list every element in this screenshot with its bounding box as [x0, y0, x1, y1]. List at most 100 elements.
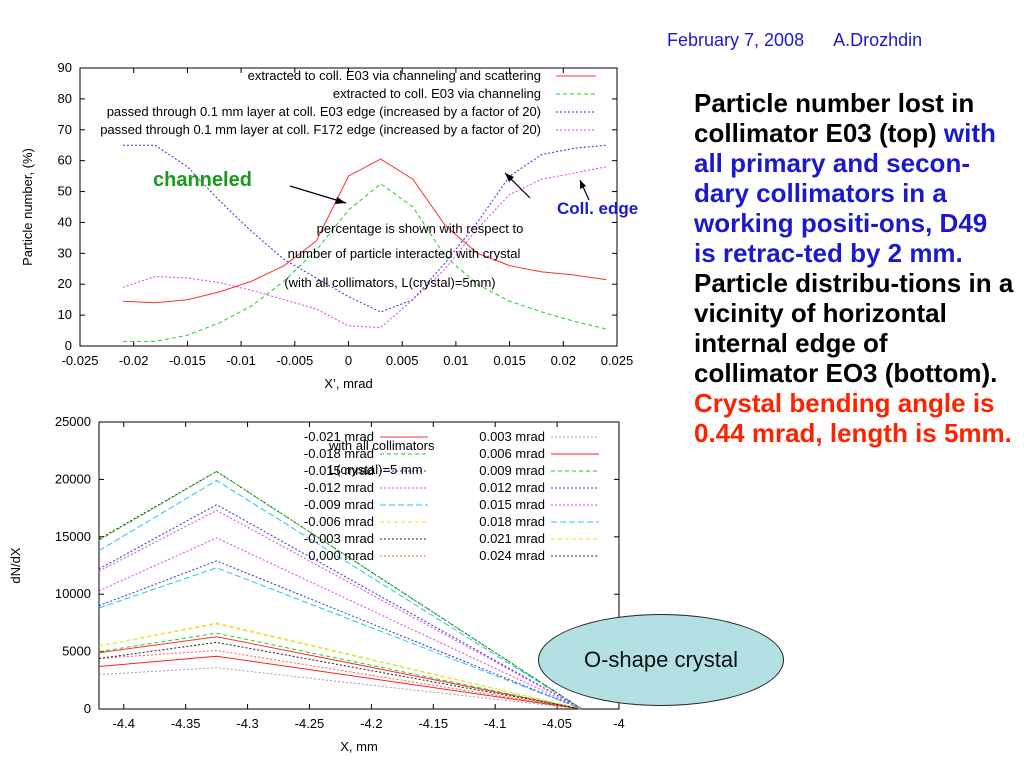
series-line-1	[98, 636, 582, 710]
channeled-arrow-head	[335, 197, 346, 204]
legend-label: -0.009 mrad	[304, 497, 374, 512]
series-line-7	[98, 470, 583, 710]
series-line-5	[98, 479, 583, 710]
legend-label: 0.009 mrad	[479, 463, 545, 478]
legend-label: -0.015 mrad	[304, 463, 374, 478]
y-tick-label: 70	[58, 122, 72, 137]
description-part-3: Particle distribu-tions in a vicinity of…	[694, 268, 1014, 388]
note-with-all-collimators: with all collimators	[328, 438, 435, 453]
x-tick-label: -4.05	[542, 716, 572, 731]
y-tick-label: 90	[58, 60, 72, 75]
y-tick-label: 20000	[55, 471, 91, 486]
x-tick-label: -4.2	[360, 716, 382, 731]
legend-label: -0.003 mrad	[304, 531, 374, 546]
legend-label: 0.018 mrad	[479, 514, 545, 529]
coll-edge-annotation: Coll. edge	[557, 199, 638, 218]
y-tick-label: 15000	[55, 529, 91, 544]
y-tick-label: 20	[58, 276, 72, 291]
legend-label: 0.021 mrad	[479, 531, 545, 546]
bottom-chart: -4.4 -4.35 -4.3 -4.25 -4.2 -4.15 -4.1 -4.05 -4 0 5…	[8, 414, 625, 754]
series-line-10	[98, 655, 582, 710]
header-date: February 7, 2008	[667, 30, 805, 50]
note-line-1: percentage is shown with respect to	[317, 221, 524, 236]
series-line-1	[122, 158, 607, 304]
series-line-12	[98, 504, 583, 710]
y-tick-label: 60	[58, 153, 72, 168]
y-tick-label: 40	[58, 214, 72, 229]
x-tick-label: -4.25	[295, 716, 325, 731]
x-tick-label: 0.025	[601, 353, 634, 368]
slide-header: February 7, 2008 A.Drozhdin	[667, 30, 922, 51]
legend-label: extracted to coll. E03 via channeling	[333, 86, 541, 101]
x-tick-label: 0.015	[493, 353, 526, 368]
y-tick-label: 30	[58, 245, 72, 260]
legend-label: 0.015 mrad	[479, 497, 545, 512]
x-tick-label: -4.35	[171, 716, 201, 731]
legend-label: extracted to coll. E03 via channeling an…	[248, 68, 541, 83]
x-tick-label: -4	[613, 716, 625, 731]
series-line-11	[98, 470, 583, 710]
x-tick-label: -0.02	[119, 353, 149, 368]
legend-label: 0.024 mrad	[479, 548, 545, 563]
o-shape-crystal-label: O-shape crystal	[538, 614, 784, 706]
channeled-annotation: channeled	[153, 169, 252, 191]
legend-label: passed through 0.1 mm layer at coll. F17…	[100, 122, 541, 137]
x-tick-label: 0.01	[443, 353, 468, 368]
x-tick-label: -4.4	[113, 716, 135, 731]
x-tick-label: -0.015	[169, 353, 206, 368]
x-tick-label: -0.01	[226, 353, 256, 368]
y-tick-label: 10	[58, 307, 72, 322]
coll-edge-arrow-1-head	[505, 173, 514, 182]
y-tick-label: 10000	[55, 586, 91, 601]
plot-frame	[98, 421, 620, 710]
legend-label: -0.018 mrad	[304, 446, 374, 461]
legend-label: -0.021 mrad	[304, 429, 374, 444]
note-line-2: number of particle interacted with cryst…	[288, 246, 521, 261]
coll-edge-arrow-2-head	[580, 180, 586, 189]
series-line-13	[98, 509, 583, 710]
x-axis-label: X’, mrad	[324, 376, 372, 391]
x-tick-label: 0.02	[551, 353, 576, 368]
x-tick-label: -4.3	[236, 716, 258, 731]
series-line-3	[98, 560, 583, 710]
series-line-6	[98, 622, 583, 710]
y-tick-label: 0	[65, 338, 72, 353]
o-shape-crystal-text: O-shape crystal	[583, 647, 739, 672]
x-tick-label: 0	[345, 353, 352, 368]
series-line-14	[98, 567, 583, 710]
legend-label: 0.012 mrad	[479, 480, 545, 495]
description-part-1: Particle number lost in collimator E03 (…	[694, 88, 975, 148]
note-crystal-length: L(crystal)=5 mm	[329, 462, 423, 477]
x-tick-label: -4.1	[484, 716, 506, 731]
y-tick-label: 5000	[62, 644, 91, 659]
x-tick-label: -0.025	[62, 353, 99, 368]
series-line-8	[98, 649, 582, 710]
y-axis-label: Particle number, (%)	[20, 148, 35, 266]
legend-label: 0.006 mrad	[479, 446, 545, 461]
description-part-4: Crystal bending angle is 0.44 mrad, leng…	[694, 388, 1012, 448]
series-line-2	[98, 632, 583, 710]
legend-label: passed through 0.1 mm layer at coll. E03…	[107, 104, 541, 119]
header-author: A.Drozhdin	[833, 30, 923, 50]
series-line-15	[98, 623, 583, 710]
description-part-2: with all primary and secon-dary collimat…	[694, 118, 996, 268]
x-axis-label: X, mm	[340, 739, 378, 754]
series-line-4	[98, 537, 583, 710]
description-text: Particle number lost in collimator E03 (…	[694, 88, 1016, 448]
y-tick-label: 80	[58, 91, 72, 106]
y-axis-label: dN/dX	[8, 547, 23, 583]
legend-label: 0.000 mrad	[308, 548, 374, 563]
x-tick-label: 0.005	[386, 353, 419, 368]
series-line-2	[123, 183, 607, 342]
series-line-9	[98, 667, 582, 710]
x-tick-label: -4.15	[418, 716, 448, 731]
note-line-3: (with all collimators, L(crystal)=5mm)	[284, 275, 495, 290]
series-line-3	[123, 144, 607, 313]
legend-label: 0.003 mrad	[479, 429, 545, 444]
legend-label: -0.012 mrad	[304, 480, 374, 495]
y-tick-label: 0	[84, 701, 91, 716]
legend-label: -0.006 mrad	[304, 514, 374, 529]
y-tick-label: 50	[58, 184, 72, 199]
y-tick-label: 25000	[55, 414, 91, 429]
x-tick-label: -0.005	[276, 353, 313, 368]
